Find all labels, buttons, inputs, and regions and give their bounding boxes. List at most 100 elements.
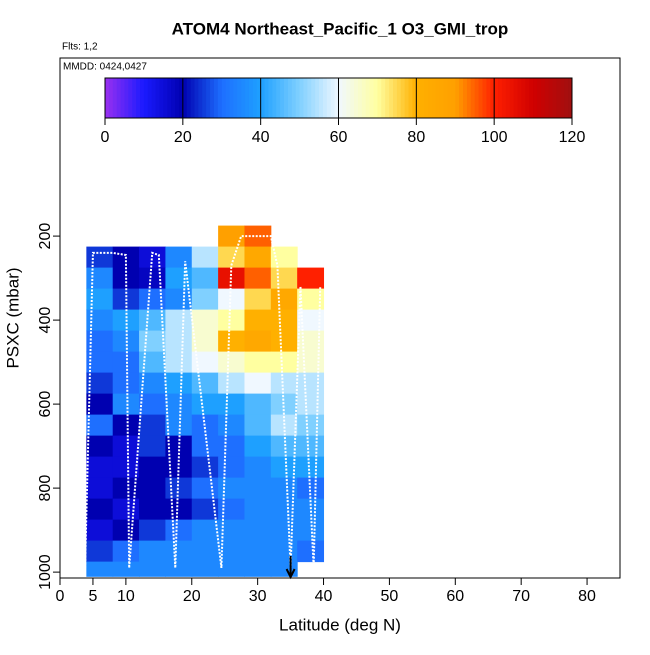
x-tick-label: 40 <box>315 588 333 605</box>
cell <box>112 498 140 521</box>
cell <box>139 330 166 353</box>
cell <box>86 267 114 290</box>
colorbar-swatch <box>338 78 343 118</box>
colorbar-swatch <box>272 78 277 118</box>
cell <box>297 414 325 437</box>
colorbar-swatch <box>408 78 413 118</box>
cell <box>86 498 114 521</box>
colorbar-tick-label: 40 <box>252 129 270 146</box>
cell <box>297 288 325 311</box>
colorbar-swatch <box>252 78 258 118</box>
cell <box>86 393 114 416</box>
y-tick-label: 1000 <box>37 554 54 590</box>
cell <box>165 330 193 353</box>
colorbar-swatch <box>428 78 433 118</box>
colorbar-swatch <box>237 78 242 118</box>
cell <box>270 477 298 500</box>
x-tick-label: 70 <box>512 588 530 605</box>
cell <box>218 372 245 395</box>
colorbar-tick-label: 80 <box>407 129 425 146</box>
cell <box>297 519 325 542</box>
colorbar-swatch <box>213 78 219 118</box>
cell <box>112 435 140 458</box>
colorbar-swatch <box>303 78 308 118</box>
cell <box>139 561 166 577</box>
x-tick-label: 30 <box>249 588 267 605</box>
cell <box>297 309 325 332</box>
colorbar-swatch <box>268 78 273 118</box>
cell <box>270 393 298 416</box>
cell <box>112 561 140 577</box>
colorbar-swatch <box>525 78 530 118</box>
cell <box>244 393 272 416</box>
colorbar-swatch <box>529 78 534 118</box>
cell <box>191 351 219 374</box>
cell <box>165 561 193 577</box>
cell <box>244 498 272 521</box>
colorbar-swatch <box>229 78 234 118</box>
cell <box>139 309 166 332</box>
cell <box>218 561 245 577</box>
annotation: MMDD: 0424,0427 <box>63 62 147 73</box>
cell <box>112 372 140 395</box>
cell <box>270 372 298 395</box>
cell <box>139 498 166 521</box>
colorbar-swatch <box>451 78 456 118</box>
flight-track <box>84 235 322 569</box>
cell <box>86 246 114 269</box>
colorbar-swatch <box>478 78 483 118</box>
cell <box>218 351 245 374</box>
cell <box>139 393 166 416</box>
colorbar-swatch <box>163 78 168 118</box>
colorbar-swatch <box>361 78 367 118</box>
colorbar-swatch <box>463 78 468 118</box>
colorbar-swatch <box>105 78 110 118</box>
colorbar-swatch <box>354 78 359 118</box>
colorbar-swatch <box>264 78 269 118</box>
cell <box>86 351 114 374</box>
cell <box>270 435 298 458</box>
colorbar-swatch <box>206 78 211 118</box>
cell <box>86 435 114 458</box>
cell <box>297 456 325 479</box>
cell <box>297 267 325 290</box>
cell <box>297 372 325 395</box>
x-tick-label: 80 <box>578 588 596 605</box>
colorbar-swatch <box>501 78 507 118</box>
cell <box>244 477 272 500</box>
colorbar-swatch <box>509 78 515 118</box>
colorbar-swatch <box>151 78 157 118</box>
cell <box>112 477 140 500</box>
cell <box>112 414 140 437</box>
cell <box>297 477 325 500</box>
cell <box>244 519 272 542</box>
cell <box>165 498 193 521</box>
colorbar-swatch <box>233 78 238 118</box>
colorbar-swatch <box>311 78 316 118</box>
colorbar-swatch <box>108 78 114 118</box>
colorbar-tick-label: 60 <box>330 129 348 146</box>
cell <box>218 393 245 416</box>
cell <box>270 288 298 311</box>
colorbar-swatch <box>389 78 394 118</box>
cell <box>112 519 140 542</box>
cell <box>165 540 193 563</box>
colorbar-swatch <box>412 78 417 118</box>
cell <box>139 477 166 500</box>
x-tick-label: 60 <box>446 588 464 605</box>
colorbar-swatch <box>424 78 429 118</box>
cell <box>270 414 298 437</box>
cell <box>139 519 166 542</box>
cell <box>191 477 219 500</box>
colorbar-swatch <box>548 78 554 118</box>
cell <box>139 540 166 563</box>
colorbar-swatch <box>498 78 503 118</box>
cell <box>86 288 114 311</box>
colorbar-swatch <box>225 78 231 118</box>
colorbar-swatch <box>198 78 203 118</box>
colorbar-swatch <box>385 78 390 118</box>
cell <box>165 351 193 374</box>
colorbar-swatch <box>564 78 569 118</box>
colorbar-swatch <box>420 78 425 118</box>
colorbar-swatch <box>326 78 332 118</box>
